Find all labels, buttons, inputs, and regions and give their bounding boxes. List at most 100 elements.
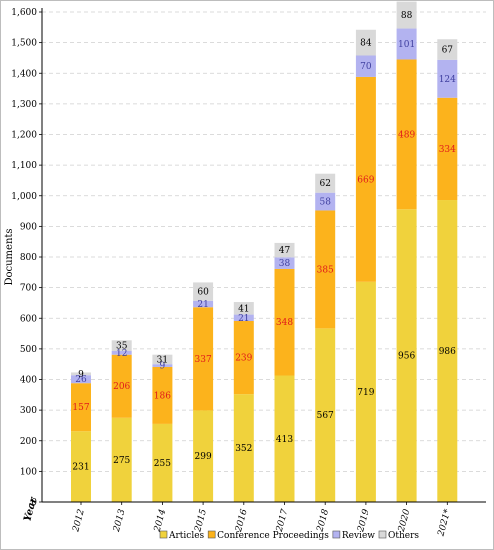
y-tick-label: 1,300: [11, 100, 37, 110]
bar-segment-conference-proceedings: [193, 307, 214, 411]
bar-segment-review: [437, 59, 458, 98]
bar-segment-articles: [274, 375, 295, 502]
legend-entry: Conference Proceedings: [217, 531, 329, 541]
bar-segment-conference-proceedings: [396, 59, 417, 210]
data-label: 26: [75, 375, 87, 385]
bars: 2311572692752061235255186931299337216035…: [71, 1, 458, 502]
data-label: 255: [154, 459, 171, 469]
legend-swatch: [332, 530, 341, 539]
legend-entry: Others: [388, 531, 419, 541]
data-label: 489: [398, 130, 415, 140]
bar-segment-articles: [71, 431, 91, 502]
bar-segment-others: [437, 39, 458, 60]
y-tick-label: 100: [20, 467, 37, 477]
data-label: 38: [279, 259, 291, 269]
data-label: 385: [317, 265, 334, 275]
data-label: 101: [398, 40, 415, 50]
bar-segment-others: [233, 302, 254, 315]
bar-segment-conference-proceedings: [71, 383, 91, 432]
data-label: 88: [401, 11, 413, 21]
data-label: 206: [113, 382, 130, 392]
bar-segment-conference-proceedings: [315, 210, 336, 329]
bar-segment-others: [315, 173, 336, 193]
y-tick-label: 0: [31, 498, 37, 508]
data-label: 21: [238, 314, 249, 324]
data-label: 299: [195, 452, 212, 462]
bar-segment-review: [193, 300, 214, 308]
data-label: 186: [154, 391, 171, 401]
data-label: 67: [442, 46, 454, 56]
bar-segment-conference-proceedings: [152, 366, 173, 424]
y-tick-label: 1,000: [11, 192, 37, 202]
bar-segment-others: [396, 1, 417, 29]
data-label: 986: [439, 347, 456, 357]
data-label: 669: [357, 175, 374, 185]
bar-segment-others: [71, 372, 91, 376]
bar-segment-articles: [233, 394, 254, 502]
data-label: 567: [317, 411, 334, 421]
y-tick-label: 1,200: [11, 131, 37, 141]
bar-segment-review: [152, 364, 173, 367]
bar-segment-articles: [315, 328, 336, 502]
data-label: 157: [72, 403, 89, 413]
bar-segment-review: [274, 257, 295, 269]
data-label: 9: [78, 370, 84, 380]
y-tick-label: 1,400: [11, 69, 37, 79]
data-label: 231: [72, 463, 89, 473]
y-tick-label: 1,600: [11, 8, 37, 18]
bar-segment-others: [152, 354, 173, 365]
bar-segment-conference-proceedings: [355, 76, 376, 282]
data-label: 35: [116, 342, 128, 352]
data-label: 352: [235, 444, 252, 454]
y-tick-label: 300: [20, 406, 37, 416]
y-tick-label: 1,500: [11, 39, 37, 49]
bar-segment-conference-proceedings: [274, 268, 295, 376]
legend-entry: Articles: [168, 531, 205, 541]
data-label: 12: [116, 349, 127, 359]
data-label: 70: [360, 62, 372, 72]
legend: Articles Conference Proceedings Review Othe…: [159, 530, 419, 541]
data-label: 21: [197, 300, 208, 310]
bar-segment-conference-proceedings: [233, 321, 254, 395]
data-label: 719: [357, 388, 374, 398]
data-label: 31: [157, 355, 168, 365]
bar-segment-articles: [396, 209, 417, 502]
bar-segment-review: [233, 314, 254, 322]
legend-swatch: [207, 530, 216, 539]
bar-segment-others: [355, 29, 376, 56]
data-label: 413: [276, 435, 293, 445]
legend-swatch: [378, 530, 387, 539]
data-label: 334: [439, 145, 456, 155]
y-tick-label: 800: [20, 253, 37, 263]
legend-swatch: [159, 530, 168, 539]
bar-segment-conference-proceedings: [437, 97, 458, 201]
bar-segment-others: [193, 282, 214, 301]
y-tick-label: 900: [20, 222, 37, 232]
y-tick-label: 500: [20, 345, 37, 355]
data-label: 239: [235, 354, 252, 364]
bar-segment-review: [71, 375, 91, 384]
y-tick-label: 200: [20, 437, 37, 447]
bar-segment-review: [315, 192, 336, 211]
bar-segment-review: [396, 28, 417, 60]
y-axis-title: Documents: [4, 228, 15, 285]
data-label: 58: [319, 198, 331, 208]
data-label: 9: [160, 362, 166, 372]
data-label: 348: [276, 318, 293, 328]
legend-entry: Review: [342, 531, 375, 541]
bar-segment-conference-proceedings: [111, 354, 132, 418]
bar-segment-articles: [437, 200, 458, 502]
bar-segment-articles: [152, 423, 173, 502]
y-tick-label: 1,100: [11, 161, 37, 171]
bar-segment-others: [274, 242, 295, 258]
y-tick-label: 700: [20, 284, 37, 294]
data-label: 41: [238, 304, 249, 314]
y-tick-label: 400: [20, 376, 37, 386]
data-label: 84: [360, 39, 372, 49]
y-tick-label: 600: [20, 314, 37, 324]
data-label: 275: [113, 456, 130, 466]
data-label: 47: [279, 246, 291, 256]
bar-segment-review: [111, 351, 132, 355]
